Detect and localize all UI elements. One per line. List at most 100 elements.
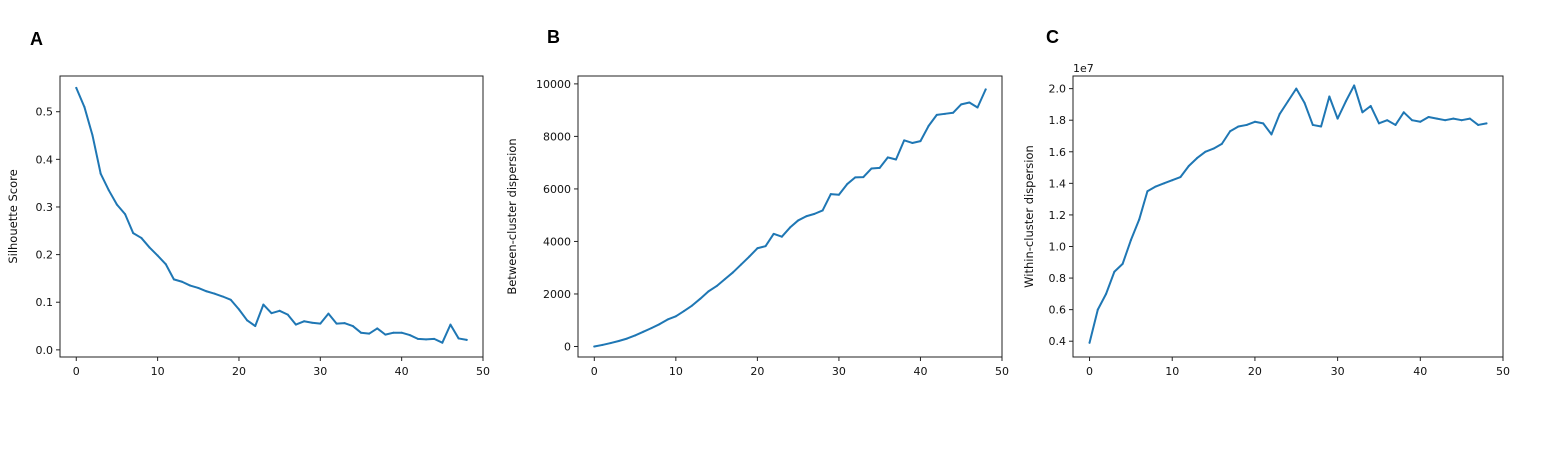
data-point-a [189, 284, 192, 287]
data-point-a [75, 86, 78, 89]
data-point-b [829, 193, 832, 196]
data-point-b [609, 342, 612, 345]
x-tick-label-a: 20 [232, 365, 246, 378]
x-tick-label-b: 30 [832, 365, 846, 378]
data-point-c [1287, 100, 1289, 103]
data-point-b [943, 112, 946, 115]
data-point-c [1088, 341, 1091, 344]
data-point-a [311, 321, 314, 324]
data-point-a [164, 263, 167, 266]
data-point-a [124, 213, 127, 216]
data-point-a [392, 331, 395, 334]
series-line-b [593, 88, 987, 348]
data-point-b [862, 176, 865, 179]
data-point-a [294, 323, 297, 326]
data-point-a [303, 320, 306, 323]
data-point-b [854, 176, 857, 179]
data-point-b [846, 183, 849, 186]
data-point-a [181, 280, 184, 283]
y-tick-label-b: 6000 [543, 183, 571, 196]
data-point-b [903, 139, 906, 142]
data-point-a [115, 203, 118, 206]
data-point-c [1427, 116, 1430, 119]
series-line-a [75, 86, 468, 344]
data-point-a [221, 295, 224, 298]
y-tick-label-c: 2.0 [1049, 83, 1067, 96]
data-point-c [1129, 239, 1132, 242]
plot-frame-b [577, 75, 1003, 358]
data-point-b [634, 334, 637, 337]
data-point-c [1344, 100, 1347, 103]
data-point-a [327, 312, 330, 315]
data-point-b [886, 156, 889, 159]
x-tick-label-c: 10 [1165, 365, 1179, 378]
data-point-a [254, 325, 257, 328]
data-point-a [351, 325, 354, 328]
data-point-b [919, 140, 922, 143]
x-tick-label-b: 40 [913, 365, 927, 378]
data-point-b [952, 111, 955, 114]
data-point-a [91, 134, 94, 137]
data-point-b [780, 235, 783, 238]
data-point-b [960, 103, 963, 106]
data-point-b [683, 310, 685, 313]
data-point-a [229, 298, 232, 301]
data-point-a [359, 331, 362, 334]
data-point-a [433, 337, 436, 340]
y-tick-label-a: 0.4 [36, 153, 54, 166]
data-point-c [1369, 104, 1372, 107]
data-point-b [870, 167, 873, 170]
data-point-c [1245, 123, 1248, 126]
data-point-c [1460, 119, 1463, 122]
y-tick-label-a: 0.3 [36, 201, 54, 214]
x-tick-label-a: 10 [151, 365, 165, 378]
data-point-a [99, 172, 102, 175]
data-point-a [416, 337, 419, 340]
data-point-b [593, 345, 596, 348]
data-point-a [237, 308, 240, 311]
data-point-c [1179, 176, 1182, 179]
data-point-c [1253, 120, 1256, 123]
y-tick-label-c: 0.4 [1049, 335, 1067, 348]
y-axis-label-b: Between-cluster dispersion [505, 138, 519, 294]
x-tick-label-a: 0 [73, 365, 80, 378]
data-point-a [197, 286, 200, 289]
data-point-a [246, 319, 249, 322]
x-tick-label-a: 30 [313, 365, 327, 378]
y-tick-label-c: 1.4 [1049, 177, 1067, 190]
data-point-b [772, 232, 775, 235]
data-point-a [148, 246, 151, 249]
data-point-a [425, 338, 428, 341]
data-point-c [1411, 119, 1414, 122]
y-tick-label-c: 1.8 [1049, 114, 1067, 127]
data-point-a [376, 327, 379, 330]
data-point-c [1377, 122, 1380, 125]
data-point-c [1336, 117, 1339, 120]
y-tick-label-a: 0.0 [36, 344, 54, 357]
data-point-b [699, 297, 702, 300]
data-point-c [1435, 117, 1438, 120]
data-point-c [1444, 119, 1447, 122]
chart-panel-c: 0 10 20 30 40 50 0.4 0.6 0.8 1.0 1.2 1.4 1.6 1.8 2.0 Wi… [1022, 62, 1510, 378]
data-point-c [1270, 133, 1273, 136]
y-tick-label-b: 8000 [543, 130, 571, 143]
x-tick-label-a: 50 [476, 365, 490, 378]
data-point-c [1121, 262, 1124, 265]
data-point-a [384, 333, 387, 336]
data-point-b [731, 271, 734, 274]
data-point-c [1468, 117, 1471, 120]
data-point-b [789, 226, 791, 229]
data-point-c [1353, 84, 1356, 87]
data-point-b [691, 304, 694, 307]
data-point-c [1162, 182, 1165, 185]
data-point-c [1295, 87, 1298, 90]
data-point-c [1485, 122, 1488, 125]
data-point-a [262, 303, 265, 306]
data-point-b [748, 255, 751, 258]
data-point-b [625, 337, 628, 340]
x-tick-label-b: 10 [669, 365, 683, 378]
data-point-a [343, 322, 346, 325]
data-point-b [723, 278, 726, 281]
data-point-c [1402, 111, 1405, 114]
data-point-a [368, 332, 371, 335]
